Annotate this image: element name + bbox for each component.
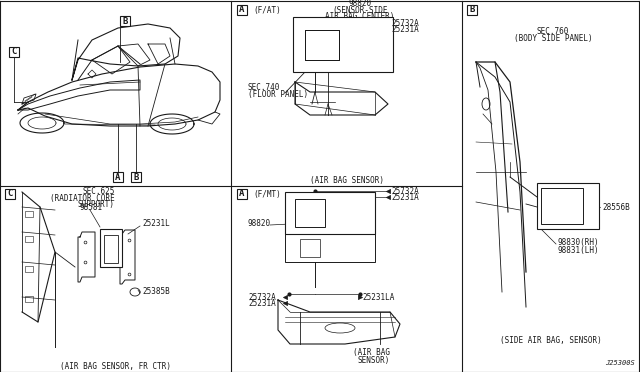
Bar <box>305 30 339 60</box>
Text: SENSOR): SENSOR) <box>358 356 390 365</box>
Text: B: B <box>133 173 139 182</box>
Text: 98820: 98820 <box>248 219 271 228</box>
Text: 25732A: 25732A <box>391 19 419 28</box>
Text: 25231L: 25231L <box>142 219 170 228</box>
Text: C: C <box>7 189 13 199</box>
Bar <box>285 192 375 234</box>
Bar <box>300 239 320 257</box>
Text: A: A <box>239 189 244 199</box>
Ellipse shape <box>482 98 490 110</box>
Text: C: C <box>12 48 17 57</box>
Bar <box>25 211 33 217</box>
Text: (BODY SIDE PANEL): (BODY SIDE PANEL) <box>514 35 592 44</box>
Text: SEC.740: SEC.740 <box>248 83 280 93</box>
Text: 25231A: 25231A <box>391 25 419 33</box>
Text: 25231LA: 25231LA <box>362 292 394 301</box>
Bar <box>237 189 247 199</box>
Text: 25732A: 25732A <box>248 292 276 301</box>
Bar <box>100 229 122 267</box>
Text: A: A <box>115 173 121 182</box>
Bar <box>9 47 19 57</box>
Bar <box>285 234 375 262</box>
Text: 98581: 98581 <box>80 202 103 212</box>
Text: AIR BAG CENTER): AIR BAG CENTER) <box>325 13 395 22</box>
Text: 28556B: 28556B <box>602 202 630 212</box>
Bar <box>537 183 599 229</box>
Text: SEC.625: SEC.625 <box>83 186 115 196</box>
Bar <box>25 296 33 302</box>
Bar <box>120 16 130 26</box>
Bar <box>295 199 325 227</box>
Text: (AIR BAG SENSOR, FR CTR): (AIR BAG SENSOR, FR CTR) <box>60 362 170 371</box>
Text: 25385B: 25385B <box>142 288 170 296</box>
Bar <box>113 172 123 182</box>
Bar <box>5 189 15 199</box>
Text: A: A <box>239 6 244 15</box>
Text: 25732A: 25732A <box>391 186 419 196</box>
Bar <box>25 236 33 242</box>
Text: SEC.760: SEC.760 <box>537 28 569 36</box>
Bar <box>131 172 141 182</box>
Text: B: B <box>469 6 475 15</box>
Text: 25231A: 25231A <box>391 193 419 202</box>
Text: J25300S: J25300S <box>605 360 635 366</box>
Text: (F/MT): (F/MT) <box>253 189 281 199</box>
Bar <box>104 235 118 263</box>
Text: (SIDE AIR BAG, SENSOR): (SIDE AIR BAG, SENSOR) <box>500 336 602 344</box>
Bar <box>541 188 583 224</box>
Text: (AIR BAG: (AIR BAG <box>353 347 390 356</box>
Text: 98831(LH): 98831(LH) <box>558 246 600 254</box>
Text: 98830(RH): 98830(RH) <box>558 237 600 247</box>
Text: 98820: 98820 <box>348 0 372 7</box>
Bar <box>237 5 247 15</box>
Text: (FLOOR PANEL): (FLOOR PANEL) <box>248 90 308 99</box>
Bar <box>25 266 33 272</box>
Text: (SENSOR-SIDE: (SENSOR-SIDE <box>332 6 388 15</box>
Text: SUPPORT): SUPPORT) <box>78 201 115 209</box>
Text: (F/AT): (F/AT) <box>253 6 281 15</box>
Text: (AIR BAG SENSOR): (AIR BAG SENSOR) <box>310 176 384 185</box>
Text: 25231A: 25231A <box>248 299 276 308</box>
Bar <box>467 5 477 15</box>
Text: (RADIATOR CORE: (RADIATOR CORE <box>51 193 115 202</box>
Bar <box>305 30 339 60</box>
Bar <box>293 17 393 72</box>
Text: B: B <box>122 16 128 26</box>
